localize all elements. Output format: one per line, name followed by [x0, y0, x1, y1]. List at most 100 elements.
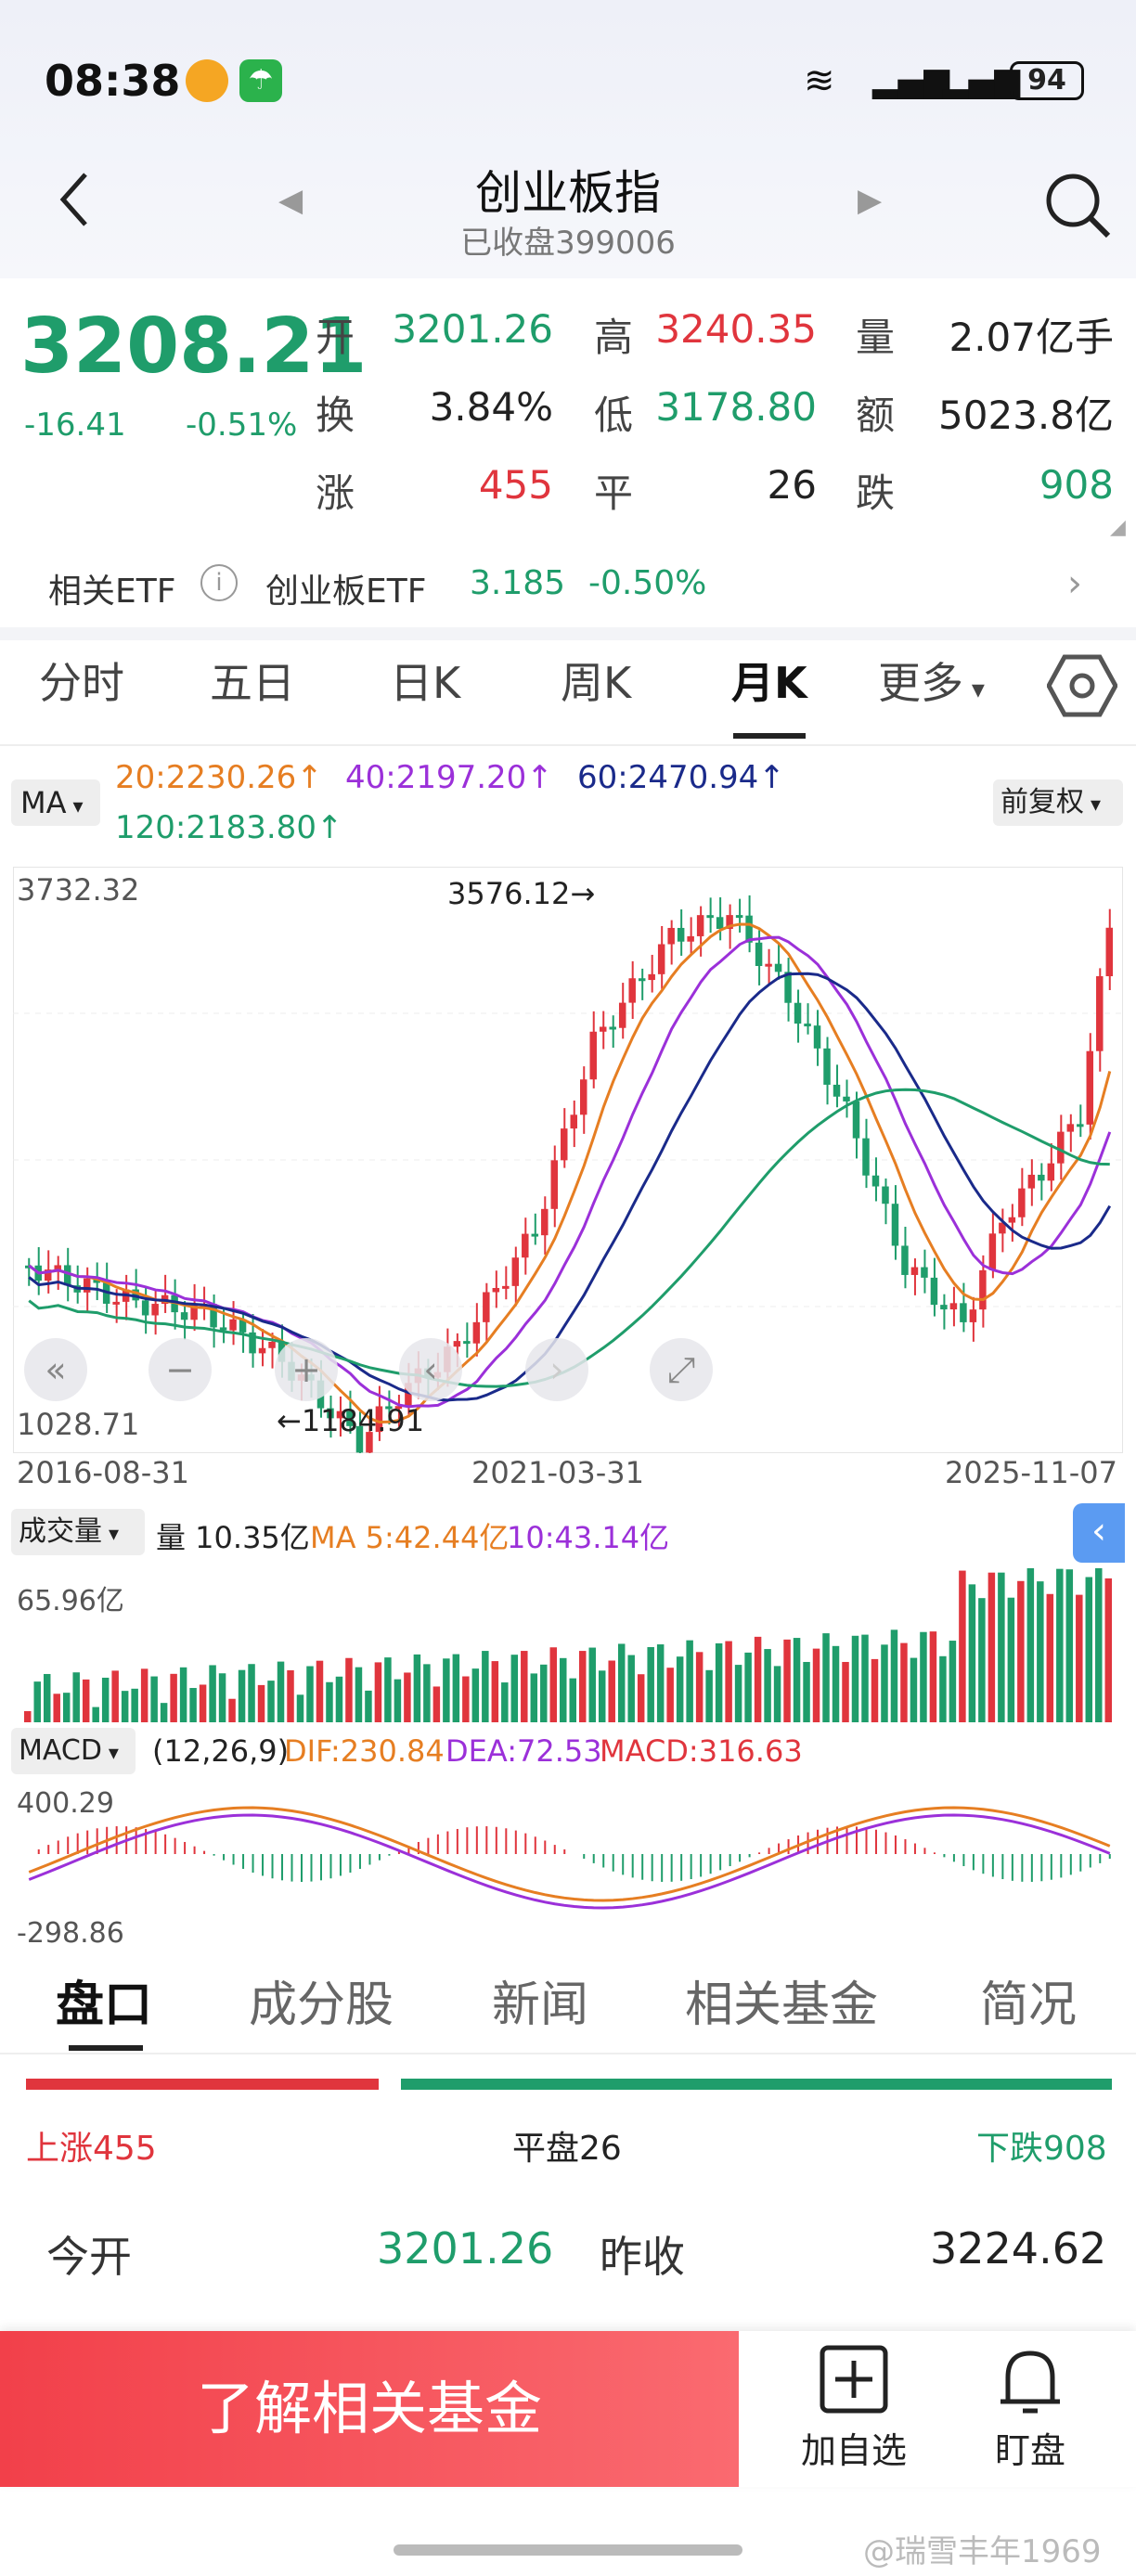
volume-bar [355, 1667, 363, 1722]
low-annotation: ←1184.91 [277, 1403, 425, 1438]
volume-value: 量 10.35亿 [156, 1520, 310, 1555]
candle-body [1057, 1131, 1065, 1164]
tab-weekly-k[interactable]: 周K [561, 658, 632, 708]
candle-body [910, 1267, 919, 1275]
home-indicator[interactable] [394, 2544, 742, 2556]
x-label-mid: 2021-03-31 [471, 1455, 644, 1490]
prev-index-icon[interactable]: ◀ [278, 182, 303, 219]
volume-bar [53, 1694, 60, 1722]
candle-body [63, 1265, 71, 1286]
high-annotation: 3576.12→ [447, 876, 596, 911]
tab-more[interactable]: 更多 ▾ [878, 650, 985, 711]
adjust-dropdown[interactable]: 前复权 ▾ [993, 779, 1123, 826]
candle-body [960, 1303, 967, 1322]
learn-funds-label: 了解相关基金 [196, 2375, 542, 2442]
volume-bar [920, 1631, 927, 1722]
ma-dropdown[interactable]: MA ▾ [11, 779, 100, 826]
back-icon[interactable] [56, 167, 93, 232]
tab-handicap[interactable]: 盘口 [56, 1977, 153, 2033]
volume-bar [588, 1647, 596, 1722]
volume-bar [560, 1657, 567, 1722]
volume-bar [482, 1651, 489, 1722]
candle-body [1066, 1124, 1075, 1132]
caret-down-icon: ▾ [102, 1523, 120, 1546]
candle-body [969, 1309, 977, 1322]
volume-bar [1007, 1597, 1015, 1722]
candle-body [463, 1341, 471, 1345]
candle-body [492, 1288, 500, 1293]
candle-body [589, 1031, 597, 1080]
info-icon[interactable]: i [200, 564, 238, 601]
tab-monthly-k[interactable]: 月K [731, 658, 807, 708]
tab-5day[interactable]: 五日 [210, 658, 295, 708]
volume-bar [705, 1669, 713, 1722]
candle-body [735, 915, 743, 919]
candle-body [44, 1269, 52, 1282]
volume-bar [521, 1651, 528, 1722]
zoom-out-far-icon[interactable]: « [24, 1338, 87, 1401]
scroll-right-icon[interactable]: › [525, 1338, 588, 1401]
macd-dropdown[interactable]: MACD ▾ [11, 1728, 136, 1774]
volume-bar [160, 1703, 168, 1722]
chevron-right-icon[interactable]: › [1067, 562, 1082, 605]
zoom-in-icon[interactable]: + [275, 1338, 338, 1401]
candle-body [229, 1319, 237, 1331]
macd-label: MACD [19, 1734, 102, 1767]
candle-body [405, 1383, 412, 1407]
prev-close-label: 昨收 [600, 2232, 685, 2282]
candle-body [336, 1410, 344, 1419]
y-max-label: 3732.32 [17, 872, 140, 908]
tab-more-label: 更多 [878, 658, 963, 708]
caret-down-icon: ▾ [101, 1742, 119, 1765]
candle-body [765, 963, 772, 967]
signal-icon: ▂▄▆ [872, 61, 950, 99]
settings-icon[interactable] [1046, 653, 1118, 722]
scroll-left-icon[interactable]: ‹ [399, 1338, 462, 1401]
tab-intraday[interactable]: 分时 [39, 658, 124, 708]
candle-body [882, 1186, 889, 1204]
candle-body [472, 1321, 481, 1344]
zoom-out-icon[interactable]: − [148, 1338, 212, 1401]
add-watchlist-button[interactable]: 加自选 [789, 2344, 919, 2483]
tab-profile[interactable]: 简况 [980, 1977, 1078, 2033]
x-label-start: 2016-08-31 [17, 1455, 189, 1490]
candle-body [346, 1410, 354, 1426]
volume-bar [121, 1691, 129, 1722]
volume-bar [404, 1672, 411, 1722]
volume-chart [24, 1568, 1113, 1722]
quote-label: 低 [594, 393, 634, 438]
candle-body [453, 1341, 461, 1347]
volume-bar [150, 1676, 158, 1722]
volume-bar [900, 1642, 908, 1722]
ma40-label: 40:2197.20↑ [345, 759, 553, 796]
volume-bar [861, 1634, 869, 1722]
corner-arrow-icon: ◢ [1110, 516, 1126, 539]
next-index-icon[interactable]: ▶ [858, 182, 883, 219]
candle-body [687, 935, 694, 942]
volume-bar [82, 1679, 90, 1722]
tab-constituents[interactable]: 成分股 [249, 1977, 394, 2033]
candle-body [677, 927, 685, 942]
caret-down-icon: ▾ [66, 795, 84, 818]
volume-bar [365, 1690, 372, 1722]
candle-body [891, 1204, 899, 1246]
collapse-panel-button[interactable]: ‹ [1073, 1503, 1125, 1563]
volume-bar [695, 1652, 704, 1722]
candle-body [141, 1300, 149, 1316]
candle-body [550, 1160, 559, 1209]
search-icon[interactable] [1043, 171, 1114, 245]
watch-button[interactable]: 盯盘 [965, 2344, 1095, 2483]
tab-news[interactable]: 新闻 [492, 1977, 589, 2033]
volume-bar [764, 1649, 771, 1722]
etf-name[interactable]: 创业板ETF [265, 573, 427, 611]
tab-daily-k[interactable]: 日K [390, 658, 461, 708]
volume-bar [189, 1688, 197, 1722]
wifi-icon: ≋ [804, 59, 835, 102]
signal-icon-2: ▂▄▆ [943, 61, 1021, 99]
tab-related-funds[interactable]: 相关基金 [685, 1977, 879, 2033]
fullscreen-icon[interactable]: ⤢ [650, 1338, 713, 1401]
volume-bar [423, 1664, 431, 1722]
volume-dropdown[interactable]: 成交量 ▾ [11, 1509, 145, 1555]
candle-body [794, 1002, 802, 1024]
learn-funds-button[interactable]: 了解相关基金 [0, 2331, 739, 2487]
